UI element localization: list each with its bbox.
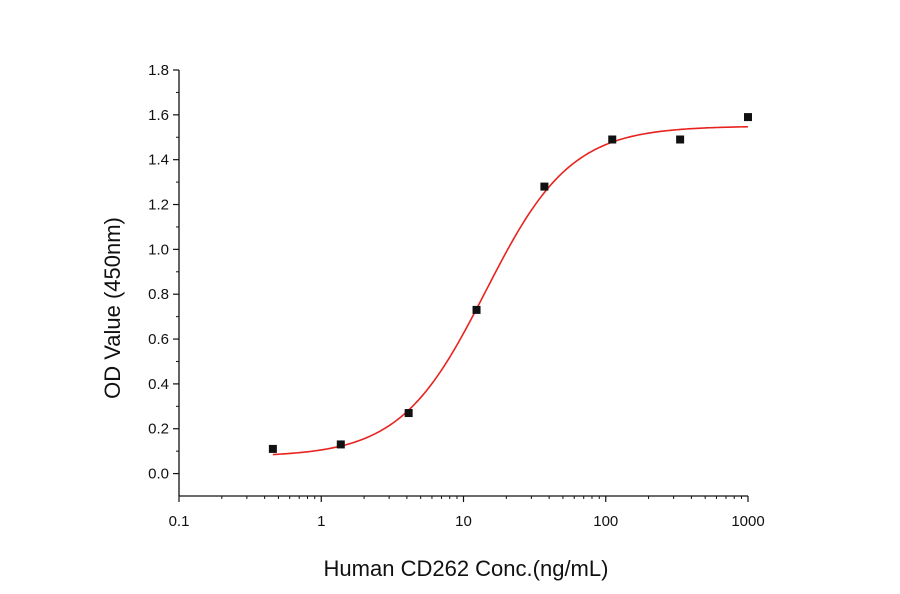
data-point [404, 409, 413, 418]
data-point [336, 440, 345, 449]
x-axis-title: Human CD262 Conc.(ng/mL) [324, 556, 609, 581]
y-tick-label: 1.0 [148, 241, 169, 258]
x-tick-label: 10 [455, 513, 472, 530]
y-tick-label: 1.2 [148, 197, 169, 214]
y-tick-label: 0.6 [148, 331, 169, 348]
y-tick-label: 0.4 [148, 376, 169, 393]
y-tick-label: 1.6 [148, 107, 169, 124]
y-tick-label: 1.4 [148, 152, 169, 169]
data-point [472, 305, 481, 314]
x-ticks: 0.1 1 10 100 1000 [169, 496, 765, 530]
data-points [268, 113, 752, 453]
data-point [744, 113, 752, 122]
y-tick-label: 0.2 [148, 421, 169, 438]
fit-curve [272, 125, 749, 456]
y-tick-label: 1.8 [148, 62, 169, 79]
data-point [676, 135, 685, 144]
axes: 0.0 0.2 0.4 0.6 0.8 1.0 1.2 1.4 1.6 1.8 0.1 1 10 100… [148, 62, 765, 530]
x-tick-label: 1 [317, 513, 325, 530]
y-tick-label: 0.8 [148, 286, 169, 303]
x-tick-label: 1000 [731, 513, 764, 530]
data-point [268, 444, 277, 453]
y-axis-title: OD Value (450nm) [100, 217, 125, 399]
x-tick-label: 0.1 [169, 513, 190, 530]
y-ticks: 0.0 0.2 0.4 0.6 0.8 1.0 1.2 1.4 1.6 1.8 [148, 62, 179, 483]
data-point [608, 135, 617, 144]
data-point [540, 182, 549, 191]
x-tick-label: 100 [593, 513, 618, 530]
y-tick-label: 0.0 [148, 466, 169, 483]
